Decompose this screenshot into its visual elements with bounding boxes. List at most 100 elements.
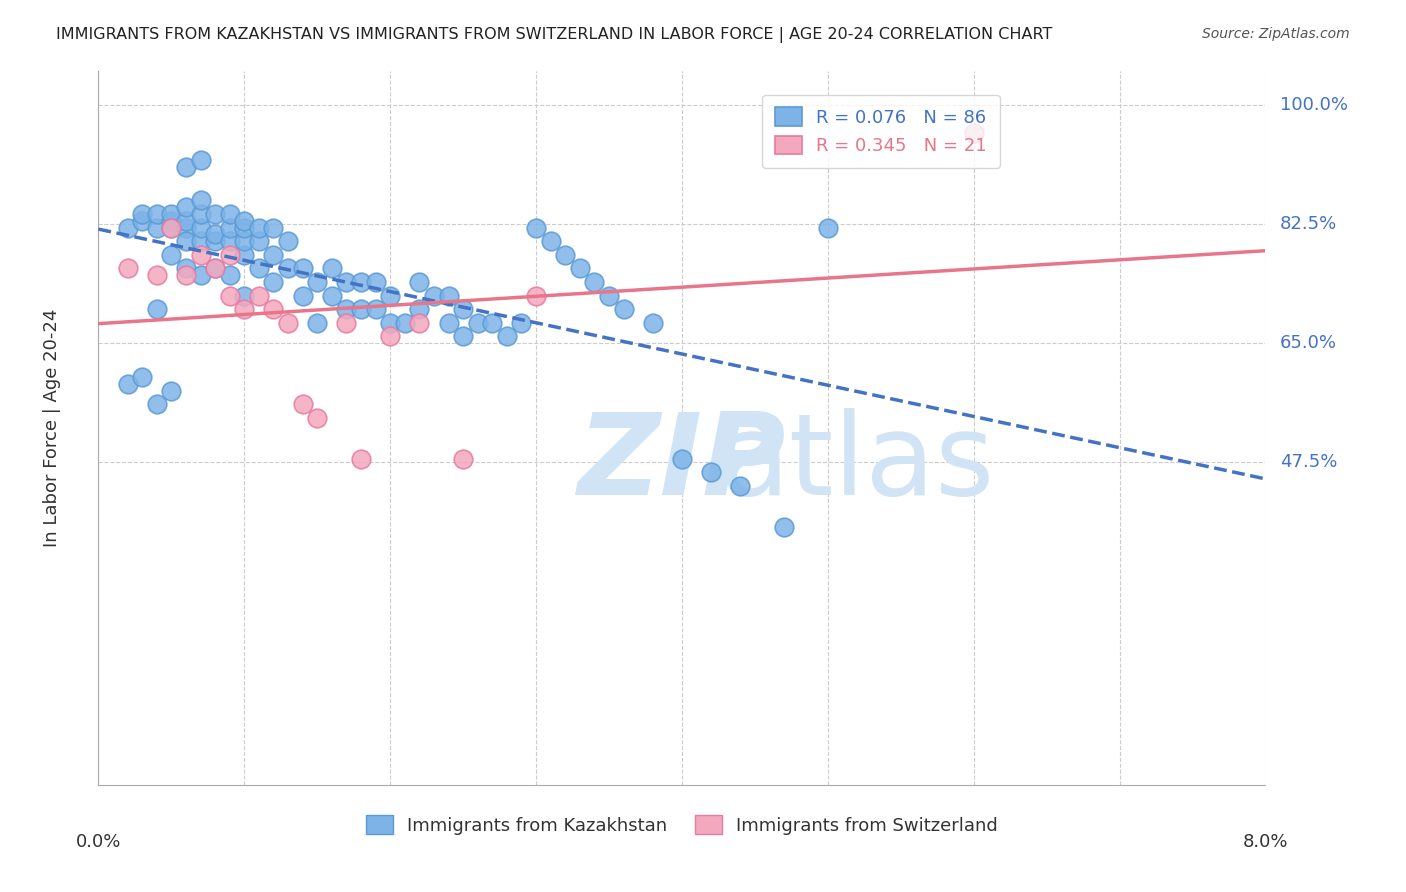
Point xyxy=(350,302,373,317)
Point xyxy=(451,329,474,343)
Point xyxy=(291,288,314,302)
Point xyxy=(190,248,212,262)
Point xyxy=(247,234,270,248)
Point xyxy=(277,261,299,276)
Point xyxy=(233,302,256,317)
Point xyxy=(174,261,197,276)
Point xyxy=(408,316,430,330)
Point xyxy=(510,316,533,330)
Text: 100.0%: 100.0% xyxy=(1279,96,1348,114)
Point xyxy=(262,220,284,235)
Point xyxy=(190,220,212,235)
Point xyxy=(817,220,839,235)
Point xyxy=(321,261,343,276)
Point xyxy=(380,288,402,302)
Point xyxy=(700,466,723,480)
Point xyxy=(277,316,299,330)
Point xyxy=(146,397,169,411)
Point xyxy=(262,302,284,317)
Point xyxy=(218,288,240,302)
Point xyxy=(233,248,256,262)
Point xyxy=(218,207,240,221)
Point xyxy=(204,261,226,276)
Point xyxy=(641,316,664,330)
Text: 8.0%: 8.0% xyxy=(1243,832,1288,851)
Point xyxy=(117,376,139,391)
Point xyxy=(204,261,226,276)
Point xyxy=(247,288,270,302)
Point xyxy=(204,234,226,248)
Point xyxy=(204,227,226,242)
Point xyxy=(233,214,256,228)
Point xyxy=(554,248,576,262)
Point xyxy=(423,288,446,302)
Point xyxy=(598,288,620,302)
Point xyxy=(380,316,402,330)
Point xyxy=(496,329,519,343)
Text: 0.0%: 0.0% xyxy=(76,832,121,851)
Point xyxy=(218,248,240,262)
Point xyxy=(321,288,343,302)
Text: Source: ZipAtlas.com: Source: ZipAtlas.com xyxy=(1202,27,1350,41)
Text: 65.0%: 65.0% xyxy=(1279,334,1337,352)
Text: atlas: atlas xyxy=(720,409,994,519)
Point xyxy=(117,261,139,276)
Point xyxy=(524,288,547,302)
Legend: Immigrants from Kazakhstan, Immigrants from Switzerland: Immigrants from Kazakhstan, Immigrants f… xyxy=(353,803,1011,847)
Point xyxy=(364,275,387,289)
Point xyxy=(174,200,197,214)
Point xyxy=(540,234,562,248)
Point xyxy=(730,479,752,493)
Point xyxy=(962,126,984,140)
Point xyxy=(247,261,270,276)
Point xyxy=(218,268,240,283)
Point xyxy=(146,220,169,235)
Point xyxy=(451,451,474,466)
Point xyxy=(568,261,591,276)
Point xyxy=(773,519,796,533)
Point xyxy=(174,160,197,174)
Point xyxy=(160,220,183,235)
Point xyxy=(291,261,314,276)
Point xyxy=(467,316,489,330)
Point xyxy=(524,220,547,235)
Text: ZIP: ZIP xyxy=(578,409,786,519)
Text: 47.5%: 47.5% xyxy=(1279,453,1337,471)
Point xyxy=(233,288,256,302)
Point xyxy=(481,316,503,330)
Point xyxy=(247,220,270,235)
Point xyxy=(146,207,169,221)
Text: 82.5%: 82.5% xyxy=(1279,215,1337,234)
Point xyxy=(146,302,169,317)
Point xyxy=(160,248,183,262)
Point xyxy=(583,275,606,289)
Text: IMMIGRANTS FROM KAZAKHSTAN VS IMMIGRANTS FROM SWITZERLAND IN LABOR FORCE | AGE 2: IMMIGRANTS FROM KAZAKHSTAN VS IMMIGRANTS… xyxy=(56,27,1053,43)
Point xyxy=(277,234,299,248)
Point xyxy=(190,153,212,167)
Point xyxy=(160,384,183,398)
Point xyxy=(160,214,183,228)
Point xyxy=(437,316,460,330)
Point xyxy=(233,220,256,235)
Point xyxy=(174,220,197,235)
Point xyxy=(394,316,416,330)
Point xyxy=(218,234,240,248)
Point xyxy=(408,275,430,289)
Point xyxy=(131,214,153,228)
Point xyxy=(218,220,240,235)
Text: In Labor Force | Age 20-24: In Labor Force | Age 20-24 xyxy=(42,309,60,548)
Point xyxy=(204,207,226,221)
Point xyxy=(190,207,212,221)
Point xyxy=(408,302,430,317)
Point xyxy=(671,451,693,466)
Point xyxy=(233,234,256,248)
Point xyxy=(350,451,373,466)
Point xyxy=(262,248,284,262)
Point xyxy=(117,220,139,235)
Point xyxy=(190,194,212,208)
Point xyxy=(307,275,329,289)
Point xyxy=(335,275,357,289)
Point xyxy=(160,207,183,221)
Point xyxy=(131,370,153,384)
Point xyxy=(612,302,634,317)
